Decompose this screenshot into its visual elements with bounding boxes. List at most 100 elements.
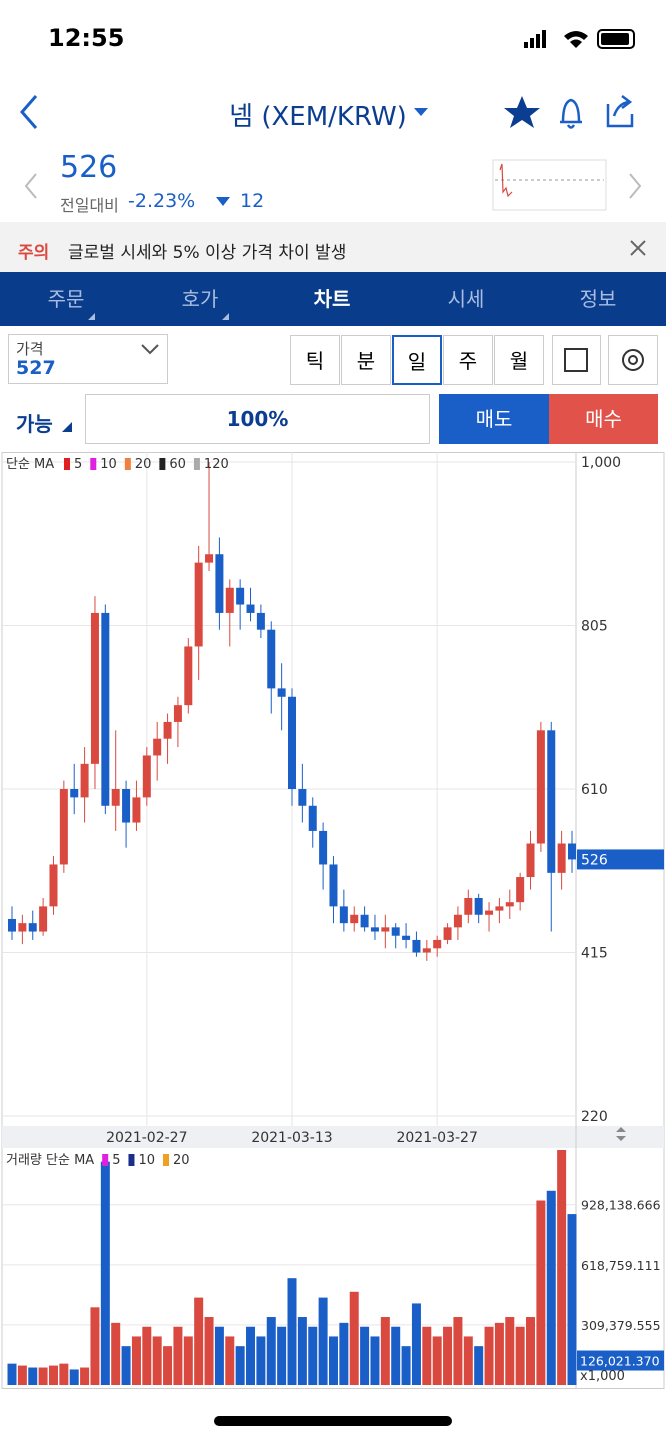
volume-bar	[349, 1291, 359, 1385]
buy-button[interactable]: 매수	[549, 394, 658, 444]
tab[interactable]: 호가	[181, 287, 219, 311]
title-text: 넴 (XEM/KRW)	[229, 102, 407, 132]
sell-button[interactable]: 매도	[439, 394, 549, 444]
candle-body	[153, 738, 162, 756]
price-select[interactable]	[8, 334, 168, 384]
volume-bar	[142, 1326, 152, 1385]
candle-body	[516, 877, 525, 903]
change-label: 전일대비	[60, 196, 119, 215]
volume-bar	[7, 1363, 17, 1385]
available[interactable]: 가능	[16, 412, 53, 436]
price-row-icons	[24, 159, 642, 211]
volume-bar	[48, 1365, 58, 1385]
volume-bar	[515, 1326, 525, 1385]
legend-label: 10	[138, 1153, 155, 1168]
volume-bar	[370, 1336, 380, 1385]
period-button[interactable]: 분	[341, 335, 391, 385]
current-price-label: 526	[581, 852, 608, 868]
volume-bar	[173, 1326, 183, 1385]
favorite[interactable]	[504, 96, 540, 128]
volume-bar	[494, 1322, 504, 1385]
candle-body	[422, 948, 431, 953]
tab[interactable]: 정보	[579, 287, 617, 311]
tab[interactable]: 시세	[447, 287, 485, 311]
status-icons	[524, 29, 635, 49]
volume-bar	[59, 1363, 69, 1385]
candle-body	[402, 935, 411, 940]
dropdown-arrow	[141, 344, 159, 355]
volume-bar	[235, 1346, 245, 1385]
candle-body	[443, 927, 452, 940]
volume-bar	[287, 1278, 297, 1385]
candle-body	[59, 789, 68, 865]
legend-swatch	[163, 1154, 170, 1166]
volume-bar	[152, 1336, 162, 1385]
volume-bar	[411, 1303, 421, 1385]
candle-body	[225, 587, 234, 613]
candle-body	[8, 918, 16, 932]
candle-body	[236, 587, 245, 605]
available-arrow	[62, 422, 72, 432]
legend-swatch	[193, 458, 200, 470]
candle-body	[381, 927, 390, 932]
volume-bar	[266, 1317, 276, 1385]
period-button[interactable]: 주	[443, 335, 493, 385]
volume-bar	[80, 1367, 90, 1385]
volume-bar	[100, 1161, 110, 1385]
candle-body	[132, 797, 141, 823]
tab[interactable]: 차트	[313, 287, 351, 311]
volume-bar	[546, 1190, 556, 1385]
period-button[interactable]: 일	[392, 335, 442, 385]
price-select-value: 527	[16, 357, 56, 379]
tab[interactable]: 주문	[47, 287, 85, 311]
candle-body	[453, 914, 462, 928]
candle-body	[246, 604, 255, 613]
volume-bar	[526, 1317, 536, 1385]
volume-bar	[557, 1150, 567, 1385]
volume-bar	[163, 1346, 173, 1385]
y-tick-label: 1,000	[581, 455, 621, 471]
share[interactable]	[606, 95, 634, 128]
y-tick-label: 220	[581, 1109, 608, 1125]
legend-label: 5	[112, 1153, 120, 1168]
back[interactable]	[20, 95, 38, 129]
volume-bar	[225, 1336, 235, 1385]
legend-swatch	[102, 1154, 109, 1166]
period-button[interactable]: 틱	[290, 335, 340, 385]
candle-body	[298, 789, 307, 806]
candle-body	[70, 789, 79, 798]
alarm[interactable]	[560, 98, 582, 129]
home-indicator	[214, 1416, 452, 1426]
candle-body	[80, 763, 89, 798]
legend-swatch	[159, 458, 166, 470]
candle-body	[39, 906, 48, 932]
notice-close[interactable]	[628, 238, 648, 258]
volume-bar	[28, 1367, 38, 1385]
current-volume-tag	[577, 1350, 664, 1371]
candle-body	[360, 914, 369, 928]
candle-body	[433, 939, 442, 949]
period-button[interactable]: 월	[494, 335, 544, 385]
title[interactable]: 넴 (XEM/KRW)	[0, 96, 666, 133]
candle-body	[49, 864, 58, 907]
candle-body	[101, 612, 110, 806]
volume-bar	[391, 1326, 401, 1385]
volume-bar	[69, 1369, 79, 1385]
candle-body	[536, 730, 545, 844]
notice-tag: 주의	[18, 243, 50, 263]
tab-bar	[0, 272, 666, 326]
legend-label: 10	[100, 457, 117, 472]
candle-body	[464, 898, 473, 915]
candle-body	[111, 789, 120, 806]
candle-body	[256, 612, 265, 630]
candle-body	[18, 923, 27, 932]
ratio-input[interactable]: 100%	[85, 394, 430, 444]
volume-unit: x1,000	[580, 1369, 625, 1384]
candle-body	[350, 914, 359, 924]
volume-bar	[380, 1317, 390, 1385]
candle-body	[277, 688, 286, 697]
legend-label: 20	[173, 1153, 190, 1168]
chart-tools[interactable]	[552, 335, 658, 385]
